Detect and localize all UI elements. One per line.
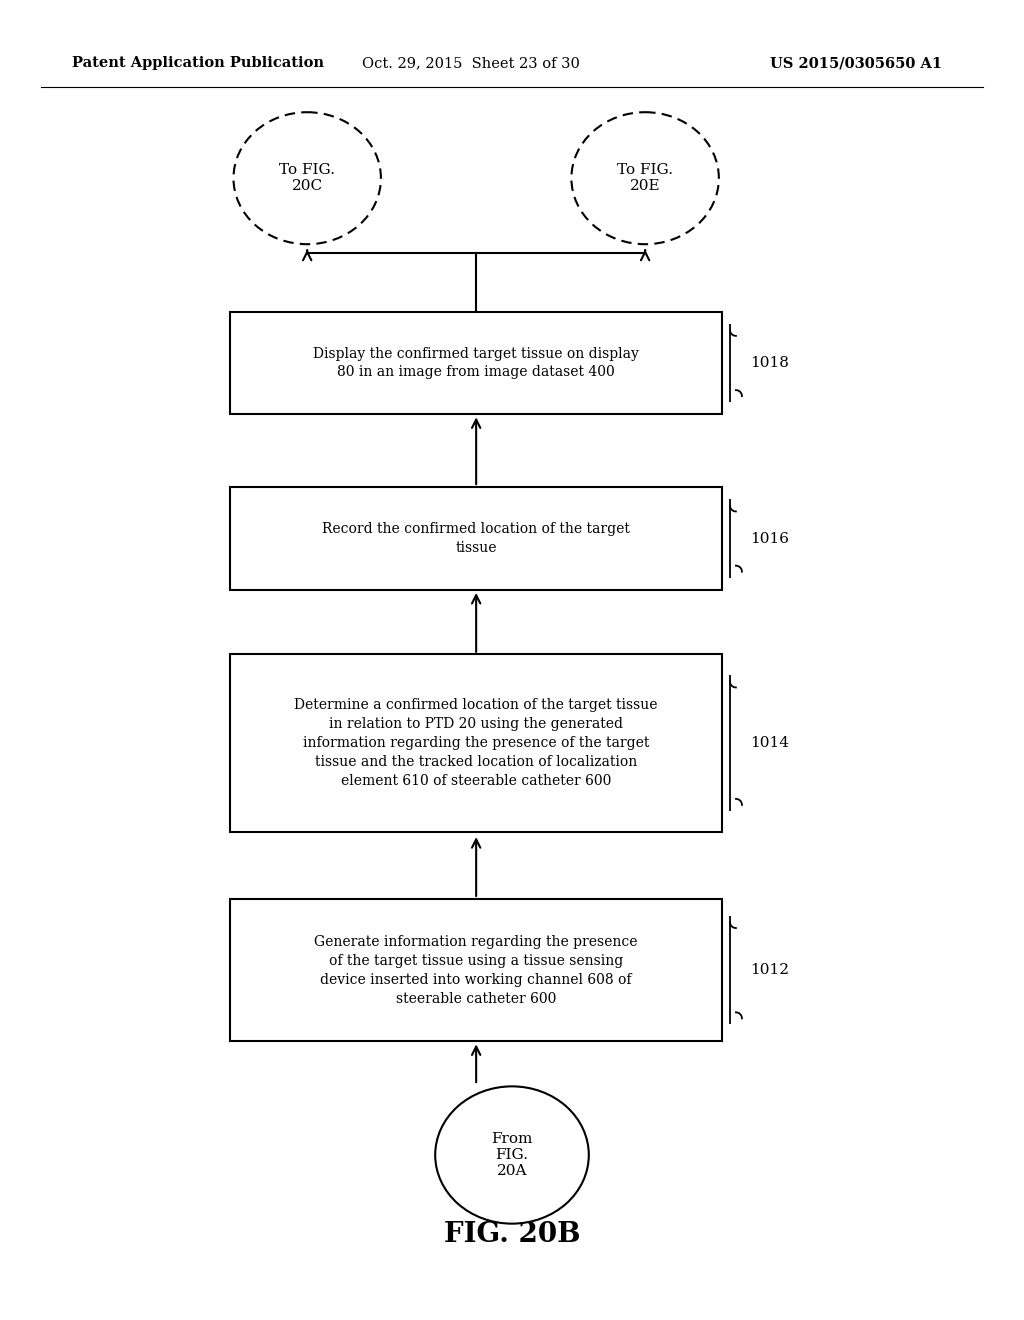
Text: 1014: 1014 xyxy=(750,737,788,750)
Ellipse shape xyxy=(435,1086,589,1224)
Text: To FIG.
20E: To FIG. 20E xyxy=(617,164,673,193)
Text: US 2015/0305650 A1: US 2015/0305650 A1 xyxy=(770,57,942,70)
FancyBboxPatch shape xyxy=(230,487,722,590)
Text: Generate information regarding the presence
of the target tissue using a tissue : Generate information regarding the prese… xyxy=(314,935,638,1006)
Text: Determine a confirmed location of the target tissue
in relation to PTD 20 using : Determine a confirmed location of the ta… xyxy=(295,698,657,788)
Text: Patent Application Publication: Patent Application Publication xyxy=(72,57,324,70)
FancyBboxPatch shape xyxy=(230,312,722,414)
Text: Record the confirmed location of the target
tissue: Record the confirmed location of the tar… xyxy=(323,523,630,554)
Text: FIG. 20B: FIG. 20B xyxy=(443,1221,581,1247)
Text: 1018: 1018 xyxy=(750,356,788,370)
FancyBboxPatch shape xyxy=(230,653,722,833)
Ellipse shape xyxy=(233,112,381,244)
FancyBboxPatch shape xyxy=(230,899,722,1041)
Text: Display the confirmed target tissue on display
80 in an image from image dataset: Display the confirmed target tissue on d… xyxy=(313,347,639,379)
Text: 1016: 1016 xyxy=(750,532,788,545)
Ellipse shape xyxy=(571,112,719,244)
Text: 1012: 1012 xyxy=(750,964,788,977)
Text: Oct. 29, 2015  Sheet 23 of 30: Oct. 29, 2015 Sheet 23 of 30 xyxy=(362,57,580,70)
Text: From
FIG.
20A: From FIG. 20A xyxy=(492,1131,532,1179)
Text: To FIG.
20C: To FIG. 20C xyxy=(280,164,335,193)
